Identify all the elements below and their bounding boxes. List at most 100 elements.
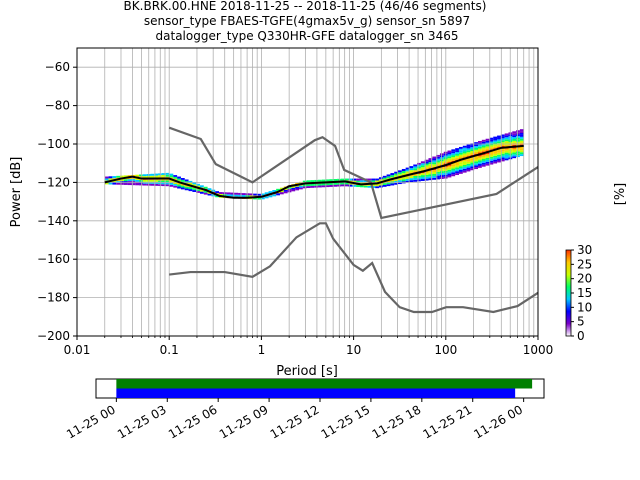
heatmap-cell <box>417 175 421 178</box>
heatmap-cell <box>329 179 334 182</box>
heatmap-cell <box>436 173 440 176</box>
heatmap-cell <box>344 184 349 187</box>
heatmap-cell <box>516 137 520 140</box>
heatmap-cell <box>386 184 391 187</box>
heatmap-cell <box>108 182 113 185</box>
heatmap-cell <box>485 144 490 147</box>
heatmap-cell <box>474 167 479 170</box>
heatmap-cell <box>489 153 494 155</box>
heatmap-cell <box>516 149 520 152</box>
heatmap-cell <box>184 186 189 189</box>
heatmap-cell <box>352 180 357 183</box>
heatmap-cell <box>474 163 479 166</box>
heatmap-cell <box>245 195 250 198</box>
heatmap-cell <box>424 167 429 170</box>
heatmap-cell <box>207 193 212 196</box>
heatmap-cell <box>238 192 242 195</box>
heatmap-cell <box>504 137 509 140</box>
heatmap-cell <box>455 153 459 156</box>
heatmap-cell <box>295 186 299 189</box>
heatmap-cell <box>394 182 399 185</box>
heatmap-cell <box>390 183 395 186</box>
heatmap-cell <box>485 157 490 160</box>
heatmap-cell <box>447 160 452 163</box>
heatmap-cell <box>455 155 459 158</box>
heatmap-cell <box>516 155 520 158</box>
heatmap-cell <box>447 175 452 178</box>
heatmap-cell <box>142 174 147 177</box>
heatmap-cell <box>161 182 166 185</box>
heatmap-cell <box>466 144 471 147</box>
heatmap-cell <box>462 145 467 148</box>
heatmap-cell <box>161 180 166 183</box>
heatmap-cell <box>500 147 505 150</box>
heatmap-cell <box>207 191 212 194</box>
heatmap-cell <box>493 155 498 158</box>
heatmap-cell <box>401 171 406 174</box>
heatmap-cell <box>470 151 475 153</box>
heatmap-cell <box>466 159 471 162</box>
heatmap-cell <box>451 158 456 161</box>
heatmap-cell <box>413 164 418 167</box>
heatmap-cell <box>257 193 261 196</box>
heatmap-cell <box>375 178 379 181</box>
heatmap-cell <box>371 180 376 183</box>
heatmap-cell <box>390 179 395 182</box>
heatmap-cell <box>405 178 410 181</box>
noise-model-low <box>169 222 539 314</box>
heatmap-cell <box>481 147 486 150</box>
heatmap-cell <box>417 166 421 169</box>
heatmap-cell <box>489 137 494 140</box>
heatmap-cell <box>359 180 364 183</box>
heatmap-cell <box>458 148 463 151</box>
heatmap-cell <box>455 161 459 164</box>
heatmap-cell <box>215 195 220 198</box>
chart-title-line-3: datalogger_type Q330HR-GFE datalogger_sn… <box>156 29 459 43</box>
heatmap-cell <box>436 169 440 172</box>
heatmap-cell <box>458 164 463 167</box>
heatmap-cell <box>299 187 303 190</box>
heatmap-cell <box>409 170 414 173</box>
heatmap-cell <box>428 162 433 165</box>
heatmap-cell <box>340 184 345 187</box>
heatmap-cell <box>108 176 113 179</box>
heatmap-cell <box>119 179 124 182</box>
heatmap-cell <box>329 184 334 187</box>
heatmap-cell <box>378 179 383 182</box>
heatmap-cell <box>375 180 379 183</box>
heatmap-cell <box>489 143 494 146</box>
heatmap-cell <box>382 175 387 178</box>
heatmap-cell <box>318 183 322 186</box>
heatmap-cell <box>458 160 463 163</box>
heatmap-cell <box>363 180 368 183</box>
heatmap-cell <box>207 188 212 191</box>
heatmap-cell <box>401 173 406 176</box>
heatmap-cell <box>504 148 509 151</box>
heatmap-cell <box>104 178 109 181</box>
heatmap-cell <box>116 182 120 185</box>
heatmap-cell <box>203 190 208 193</box>
heatmap-cell <box>458 166 463 169</box>
heatmap-cell <box>462 155 467 158</box>
heatmap-cell <box>466 169 471 172</box>
heatmap-cell <box>500 151 505 154</box>
heatmap-cell <box>481 164 486 167</box>
heatmap-cell <box>123 183 128 185</box>
heatmap-cell <box>398 170 402 173</box>
heatmap-cell <box>150 173 155 176</box>
heatmap-cell <box>398 172 402 175</box>
heatmap-cell <box>478 148 482 151</box>
heatmap-cell <box>470 156 475 159</box>
y-tick-label: −160 <box>37 252 70 266</box>
heatmap-cell <box>455 151 459 154</box>
heatmap-cell <box>428 170 433 173</box>
heatmap-cell <box>413 176 418 178</box>
colorbar-label: [%] <box>613 183 628 206</box>
heatmap-cell <box>481 155 486 158</box>
heatmap-cell <box>367 178 372 181</box>
heatmap-cell <box>497 152 501 155</box>
heatmap-cell <box>234 192 239 195</box>
heatmap-cell <box>497 158 501 161</box>
heatmap-cell <box>112 180 117 183</box>
heatmap-cell <box>478 156 482 159</box>
